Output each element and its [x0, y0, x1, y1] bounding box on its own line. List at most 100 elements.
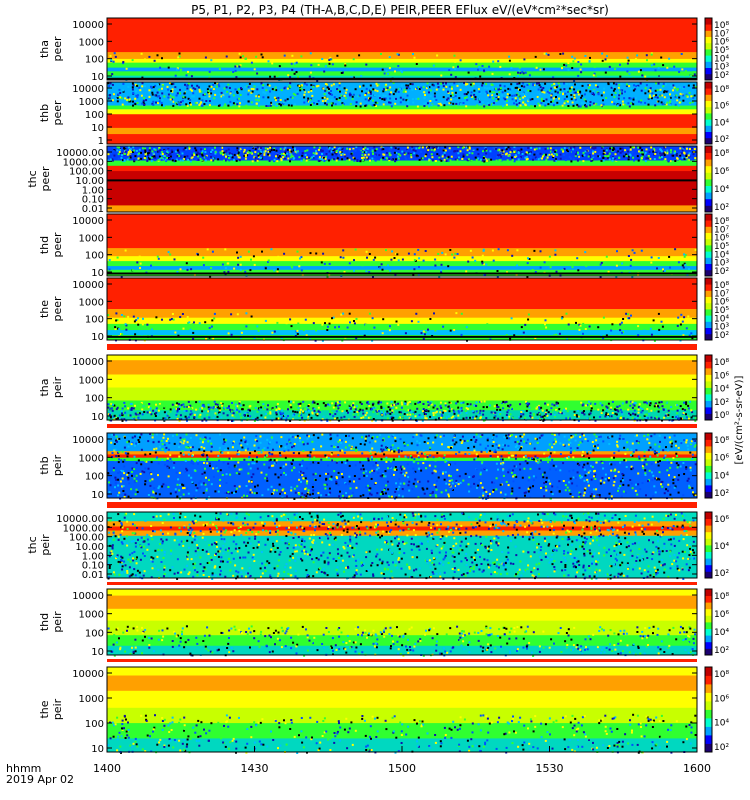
y-tick-label: 0.01 [82, 204, 104, 215]
y-tick-label: 10000 [72, 669, 104, 680]
panel-ylabel: tha peir [38, 376, 64, 398]
colorbar-tick-label: 10⁶ [714, 102, 729, 112]
time-tick-label: 1500 [388, 762, 416, 775]
y-tick-label: 10000 [72, 280, 104, 291]
y-tick-label: 10 [91, 332, 104, 343]
y-tick-label: 10000.00 [56, 148, 104, 159]
panel-ylabel: thc peer [26, 166, 52, 192]
spectrogram-band [107, 360, 697, 375]
colorbar-tick-label: 10⁰ [714, 411, 729, 421]
colorbar-tick-label: 10² [714, 569, 729, 579]
spectrogram-band [107, 707, 697, 724]
spectrogram-band [107, 526, 697, 531]
colorbar-tick-label: 10⁴ [714, 628, 729, 638]
colorbar: 10⁶ 10⁴ 10² [704, 511, 729, 579]
spectrogram-band [107, 114, 697, 129]
spectrogram-band [107, 620, 697, 636]
y-tick-label: 100 [85, 719, 104, 730]
colorbar: 10⁸ 10⁶ 10⁴ 10² [704, 432, 729, 499]
spectrogram-band [107, 62, 697, 69]
spectrogram-band [107, 18, 697, 53]
colorbar: 10⁸ 10⁶ 10⁴ 10² [704, 145, 729, 213]
y-tick-label: 1000 [79, 97, 104, 108]
y-tick-label: 1000 [79, 453, 104, 464]
colorbar-unit-label-group: [eV/(cm²-s-sr-eV)] [734, 375, 745, 464]
y-tick-label: 10 [91, 72, 104, 83]
panel-separator [107, 659, 697, 662]
y-tick-label: 0.10 [82, 561, 104, 572]
svg-text:peer: peer [51, 296, 64, 322]
colorbar: 10⁸ 10⁶ 10⁴ 10² [704, 588, 729, 656]
y-tick-label: 10000 [72, 591, 104, 602]
y-tick-label: 100 [85, 251, 104, 262]
time-axis-date: 2019 Apr 02 [6, 773, 74, 786]
svg-text:peer: peer [51, 36, 64, 62]
panel-frame [106, 81, 698, 145]
panel-ylabel: the peir [38, 698, 64, 720]
colorbar: 10⁸ 10⁶ 10⁴ 10² [704, 81, 729, 145]
colorbar-tick-label: 10⁴ [714, 385, 729, 395]
colorbar-tick-label: 10⁷ [714, 29, 729, 39]
spectrogram-band [107, 645, 697, 656]
spectrogram-band [107, 330, 697, 336]
y-tick-label: 10000 [72, 435, 104, 446]
colorbar-tick-label: 10⁶ [714, 234, 729, 244]
spectrogram-noise [107, 146, 697, 163]
panel-the-peir: 10000 1000 100 10 the peir 10⁸ 10⁶ 10⁴ 10² [38, 666, 729, 755]
panel-separator [107, 502, 697, 508]
svg-text:peer: peer [51, 232, 64, 258]
y-tick-label: 1000.00 [63, 157, 104, 168]
colorbar-tick-label: 10⁴ [714, 314, 729, 324]
spectrogram-band [107, 454, 697, 459]
y-tick-label: 100.00 [69, 533, 104, 544]
y-tick-label: 1000 [79, 233, 104, 244]
panel-ylabel: thb peir [38, 454, 64, 476]
colorbar-tick-label: 10⁸ [714, 670, 729, 680]
figure-title: P5, P1, P2, P3, P4 (TH-A,B,C,D,E) PEIR,P… [191, 3, 609, 17]
time-tick-label: 1400 [93, 762, 121, 775]
colorbar-tick-label: 10⁸ [714, 85, 729, 95]
panel-frame [106, 588, 698, 656]
spectrogram-band [107, 109, 697, 115]
colorbar-tick-label: 10⁸ [714, 358, 729, 368]
time-axis: hhmm 2019 Apr 02 1400 1430 1500 1530 1600 [6, 746, 711, 786]
panel-ylabel: thc peir [26, 534, 52, 556]
svg-text:peer: peer [39, 166, 52, 192]
panel-thb-peer: 10000 1000 100 10 1 thb peer 10⁸ 10⁶ 10⁴ 10² [38, 81, 729, 147]
spectrogram-band [107, 160, 697, 167]
y-tick-label: 10 [91, 647, 104, 658]
svg-text:thd: thd [38, 236, 51, 254]
spectrogram-band [107, 309, 697, 319]
spectrogram-band [107, 205, 697, 213]
spectrogram-band [107, 635, 697, 647]
colorbar-tick-label: 10² [714, 743, 729, 753]
colorbar-tick-label: 10⁵ [714, 242, 729, 252]
spectrogram-noise [107, 512, 696, 580]
colorbar-tick-label: 10⁴ [714, 118, 729, 128]
y-tick-label: 1000 [79, 375, 104, 386]
panel-ylabel: thb peer [38, 100, 64, 126]
panel-frame [106, 511, 698, 579]
y-tick-label: 0.10 [82, 195, 104, 206]
colorbar-tick-label: 10⁸ [714, 149, 729, 159]
colorbar: 10⁸ 10⁶ 10⁴ 10² [704, 666, 729, 753]
spectrogram-band [107, 134, 697, 145]
colorbar-tick-label: 10⁷ [714, 225, 729, 235]
colorbar-tick-label: 10² [714, 267, 729, 277]
panel-frame [106, 213, 698, 277]
panel-ylabel: tha peer [38, 36, 64, 62]
colorbar-tick-label: 10³ [714, 259, 729, 269]
y-tick-label: 100 [85, 472, 104, 483]
svg-text:thc: thc [26, 170, 39, 187]
spectrogram-noise [109, 52, 696, 82]
colorbar-tick-label: 10² [714, 135, 729, 145]
y-tick-label: 10000 [72, 20, 104, 31]
y-tick-label: 10000 [72, 357, 104, 368]
y-tick-label: 10 [91, 268, 104, 279]
y-tick-label: 10 [91, 123, 104, 134]
